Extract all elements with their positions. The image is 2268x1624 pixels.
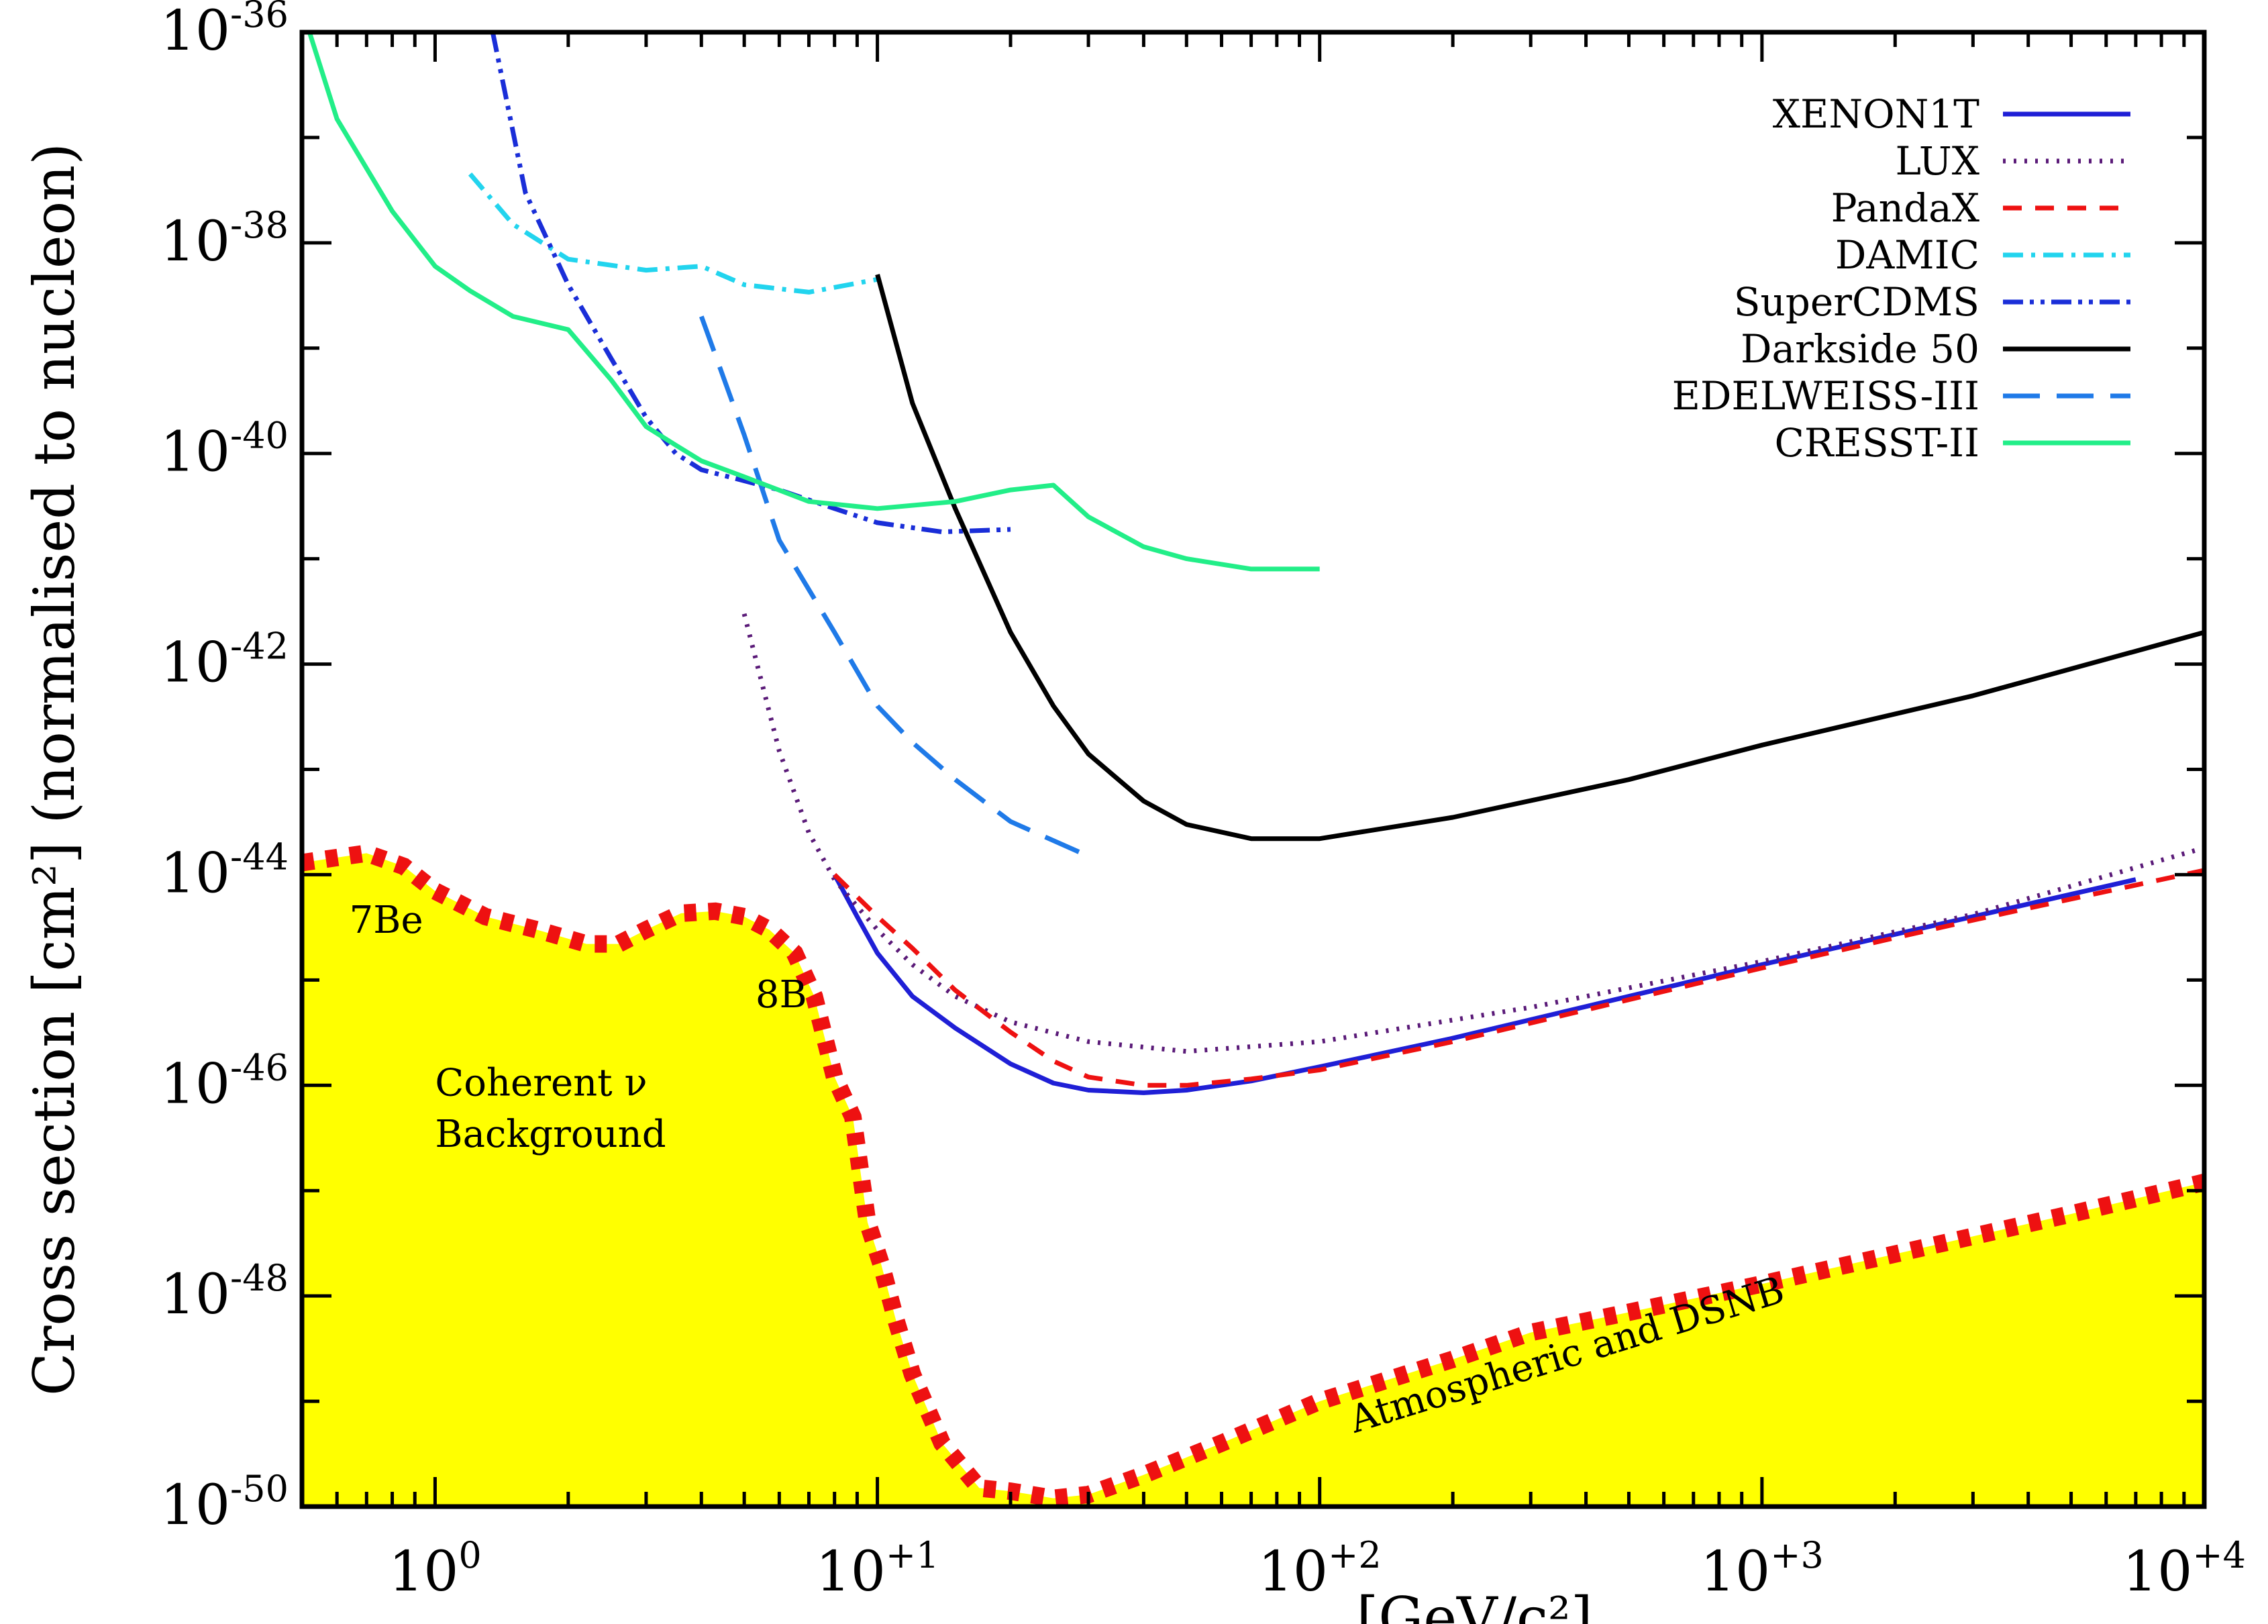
x-tick-exponent: +3 — [1770, 1534, 1824, 1576]
series-line-xenon1t — [832, 873, 2136, 1095]
x-tick-base: 10 — [2122, 1540, 2192, 1604]
series-line-pandax — [833, 868, 2204, 1088]
series-line-damic — [468, 172, 878, 295]
legend-label: Darkside 50 — [1741, 326, 1979, 372]
y-tick-label: 10-42 — [160, 625, 289, 695]
x-tick-label: 10+4 — [2122, 1534, 2246, 1604]
y-tick-exponent: -44 — [230, 835, 289, 878]
y-tick-exponent: -42 — [230, 625, 289, 668]
series-line-supercdms — [490, 32, 1011, 535]
y-tick-base: 10 — [160, 0, 230, 63]
background-boundary — [302, 844, 2204, 1507]
legend-label: SuperCDMS — [1734, 279, 1979, 325]
y-tick-label: 10-40 — [160, 415, 289, 485]
y-tick-exponent: -48 — [230, 1257, 289, 1299]
x-tick-base: 10 — [816, 1540, 886, 1604]
x-tick-exponent: +1 — [886, 1534, 939, 1576]
x-axis-title: [GeV/c²] — [1356, 1585, 1592, 1624]
background-region — [302, 853, 2204, 1507]
y-tick-exponent: -50 — [230, 1468, 289, 1510]
x-tick-base: 10 — [389, 1540, 458, 1604]
y-tick-base: 10 — [160, 1474, 230, 1537]
legend-label: CRESST-II — [1775, 420, 1979, 466]
y-axis-title: Cross section [cm²] (normalised to nucle… — [21, 143, 87, 1396]
x-tick-label: 10+2 — [1258, 1534, 1382, 1604]
annotation: 7Be — [350, 899, 423, 942]
x-tick-label: 100 — [389, 1534, 482, 1604]
y-tick-label: 10-48 — [160, 1257, 289, 1327]
x-tick-base: 10 — [1258, 1540, 1328, 1604]
y-tick-base: 10 — [160, 631, 230, 695]
y-tick-base: 10 — [160, 1052, 230, 1116]
x-tick-base: 10 — [1700, 1540, 1770, 1604]
y-tick-exponent: -46 — [230, 1046, 289, 1088]
legend-label: EDELWEISS-III — [1672, 373, 1979, 419]
y-tick-label: 10-46 — [160, 1046, 289, 1116]
x-tick-exponent: +2 — [1328, 1534, 1382, 1576]
legend-label: LUX — [1895, 138, 1979, 184]
y-tick-exponent: -36 — [230, 0, 289, 36]
legend-label: PandaX — [1831, 185, 1980, 231]
y-tick-label: 10-50 — [160, 1468, 289, 1537]
series-layer — [307, 32, 2204, 1095]
y-tick-label: 10-38 — [160, 204, 289, 274]
y-tick-base: 10 — [160, 1263, 230, 1327]
y-tick-label: 10-36 — [160, 0, 289, 63]
x-tick-exponent: 0 — [458, 1534, 481, 1576]
annotation: Coherent ν — [435, 1061, 647, 1105]
annotation: Background — [435, 1113, 666, 1156]
tick-label-layer: 100 10+1 10+2 10+3 10+410-3610-3810-4010-421… — [160, 0, 2246, 1604]
y-tick-base: 10 — [160, 210, 230, 274]
x-tick-label: 10+3 — [1700, 1534, 1824, 1604]
y-tick-exponent: -38 — [230, 204, 289, 246]
series-line-lux — [741, 613, 2204, 1054]
y-tick-base: 10 — [160, 421, 230, 485]
y-tick-label: 10-44 — [160, 835, 289, 905]
background-layer — [302, 844, 2204, 1507]
y-tick-exponent: -40 — [230, 415, 289, 457]
x-tick-label: 10+1 — [816, 1534, 939, 1604]
tick-layer — [300, 30, 2206, 1509]
y-tick-base: 10 — [160, 842, 230, 905]
legend-label: XENON1T — [1773, 91, 1980, 137]
series-line-edelweiss-iii — [699, 315, 1090, 858]
annotation: 8B — [756, 973, 807, 1017]
series-line-darkside-50 — [875, 274, 2204, 842]
series-line-cresst-ii — [307, 32, 1320, 572]
legend-label: DAMIC — [1835, 232, 1979, 278]
x-tick-exponent: +4 — [2192, 1534, 2246, 1576]
